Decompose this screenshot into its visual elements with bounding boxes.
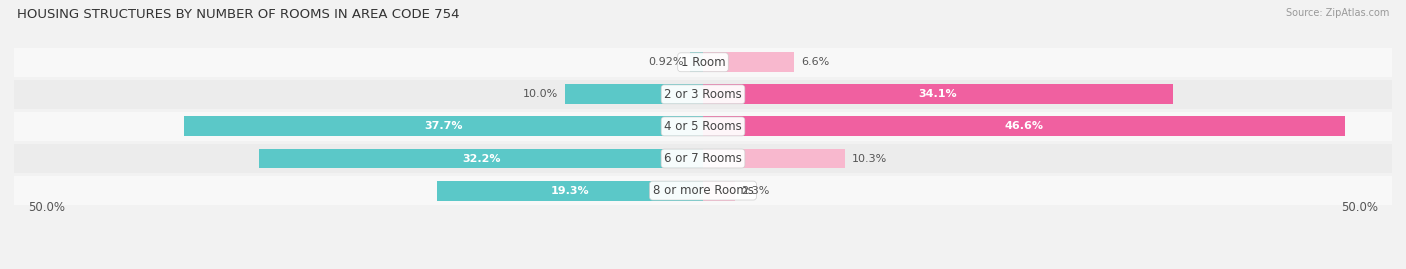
Text: 4 or 5 Rooms: 4 or 5 Rooms bbox=[664, 120, 742, 133]
Bar bbox=[14, 80, 1392, 109]
Bar bbox=[14, 112, 1392, 141]
Text: 2.3%: 2.3% bbox=[741, 186, 770, 196]
Text: 1 Room: 1 Room bbox=[681, 56, 725, 69]
Bar bbox=[14, 176, 1392, 205]
Bar bbox=[437, 181, 703, 200]
Text: HOUSING STRUCTURES BY NUMBER OF ROOMS IN AREA CODE 754: HOUSING STRUCTURES BY NUMBER OF ROOMS IN… bbox=[17, 8, 460, 21]
Text: 37.7%: 37.7% bbox=[425, 121, 463, 132]
Bar bbox=[14, 144, 1392, 173]
Bar bbox=[703, 181, 735, 200]
Text: 34.1%: 34.1% bbox=[918, 89, 957, 99]
Bar bbox=[690, 52, 703, 72]
Text: 6.6%: 6.6% bbox=[801, 57, 830, 67]
Bar bbox=[703, 52, 794, 72]
Bar bbox=[184, 116, 703, 136]
Text: 2 or 3 Rooms: 2 or 3 Rooms bbox=[664, 88, 742, 101]
Bar bbox=[259, 148, 703, 168]
Text: 10.0%: 10.0% bbox=[523, 89, 558, 99]
Text: Source: ZipAtlas.com: Source: ZipAtlas.com bbox=[1285, 8, 1389, 18]
Bar bbox=[703, 148, 845, 168]
Text: 46.6%: 46.6% bbox=[1004, 121, 1043, 132]
Bar bbox=[703, 116, 1346, 136]
Bar bbox=[703, 84, 1173, 104]
Text: 19.3%: 19.3% bbox=[551, 186, 589, 196]
Text: 32.2%: 32.2% bbox=[463, 154, 501, 164]
Bar bbox=[14, 48, 1392, 77]
Text: 10.3%: 10.3% bbox=[852, 154, 887, 164]
Bar bbox=[565, 84, 703, 104]
Text: 50.0%: 50.0% bbox=[1341, 201, 1378, 214]
Text: 8 or more Rooms: 8 or more Rooms bbox=[652, 184, 754, 197]
Text: 6 or 7 Rooms: 6 or 7 Rooms bbox=[664, 152, 742, 165]
Text: 0.92%: 0.92% bbox=[648, 57, 683, 67]
Text: 50.0%: 50.0% bbox=[28, 201, 65, 214]
